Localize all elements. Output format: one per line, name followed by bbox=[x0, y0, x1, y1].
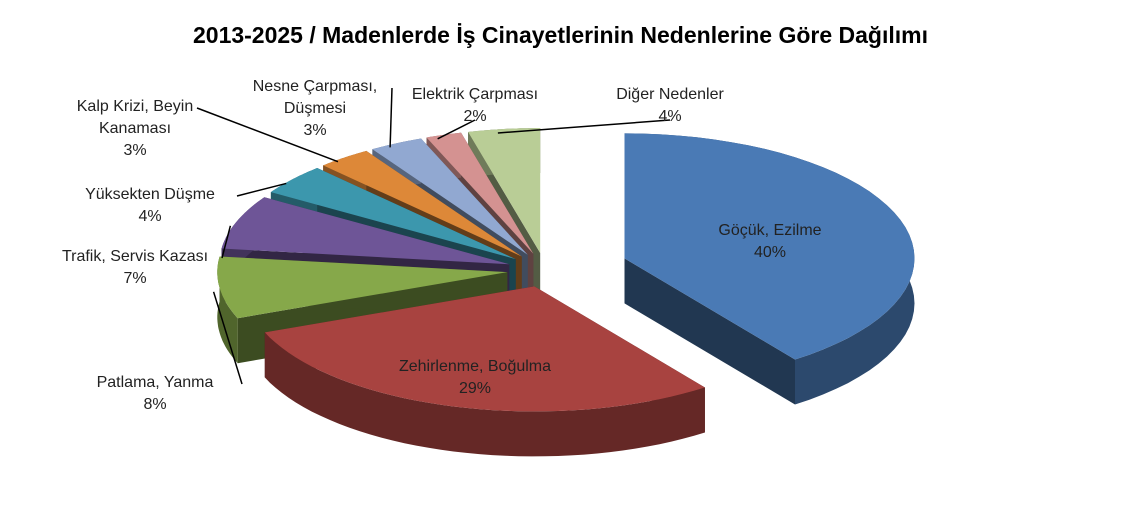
value-label: 40% bbox=[753, 244, 787, 261]
chart-title: 2013-2025 / Madenlerde İş Cinayetlerinin… bbox=[192, 22, 928, 48]
leader-line bbox=[221, 225, 232, 259]
slice bbox=[624, 133, 915, 360]
leader-line bbox=[437, 119, 476, 140]
data-label: Nesne Çarpması, Düşmesi 3% bbox=[240, 76, 390, 142]
category-label: Yüksekten Düşme bbox=[85, 186, 215, 203]
category-label: Nesne Çarpması, Düşmesi bbox=[252, 78, 378, 117]
slice bbox=[323, 150, 522, 257]
leader-line bbox=[196, 107, 339, 163]
data-label: Yüksekten Düşme 4% bbox=[65, 184, 235, 228]
slice-wall bbox=[217, 256, 238, 364]
value-label: 4% bbox=[138, 208, 162, 225]
value-label: 29% bbox=[458, 380, 492, 397]
category-label: Zehirlenme, Boğulma bbox=[398, 358, 552, 375]
category-label: Göçük, Ezilme bbox=[718, 222, 822, 239]
leader-line bbox=[236, 182, 287, 197]
value-label: 2% bbox=[463, 108, 487, 125]
slice bbox=[264, 286, 705, 412]
slice bbox=[468, 128, 541, 253]
data-label: Göçük, Ezilme 40% bbox=[685, 220, 855, 264]
slice bbox=[426, 132, 534, 254]
category-label: Patlama, Yanma bbox=[96, 374, 214, 391]
data-label: Kalp Krizi, Beyin Kanaması 3% bbox=[75, 96, 195, 162]
slice bbox=[221, 197, 510, 265]
slice-wall bbox=[264, 332, 705, 457]
data-label: Trafik, Servis Kazası 7% bbox=[50, 246, 220, 290]
data-label: Diğer Nedenler 4% bbox=[585, 84, 755, 128]
slice-cut-face bbox=[624, 258, 795, 405]
category-label: Diğer Nedenler bbox=[616, 86, 724, 103]
slice bbox=[217, 256, 508, 319]
leader-line bbox=[497, 119, 671, 134]
category-label: Trafik, Servis Kazası bbox=[61, 248, 209, 265]
value-label: 4% bbox=[658, 108, 682, 125]
category-label: Kalp Krizi, Beyin Kanaması bbox=[76, 98, 194, 137]
leader-line bbox=[212, 291, 243, 385]
value-label: 8% bbox=[143, 396, 167, 413]
slice bbox=[372, 138, 528, 255]
leader-line bbox=[389, 87, 393, 148]
slice bbox=[270, 168, 516, 260]
value-label: 3% bbox=[303, 122, 327, 139]
value-label: 3% bbox=[123, 142, 147, 159]
category-label: Elektrik Çarpması bbox=[411, 86, 539, 103]
value-label: 7% bbox=[123, 270, 147, 287]
data-label: Elektrik Çarpması 2% bbox=[390, 84, 560, 128]
data-label: Patlama, Yanma 8% bbox=[70, 372, 240, 416]
data-label: Zehirlenme, Boğulma 29% bbox=[390, 356, 560, 400]
